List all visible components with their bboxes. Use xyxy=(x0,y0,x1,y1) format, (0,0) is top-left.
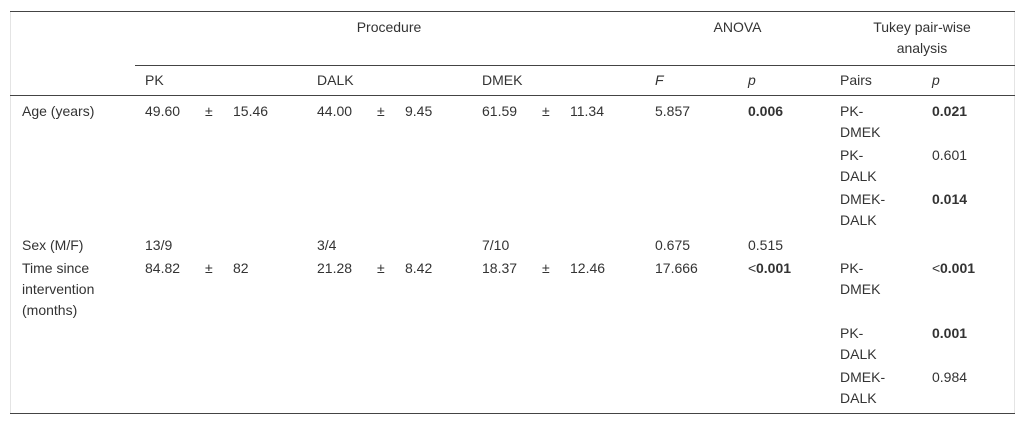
cell: 5.857 xyxy=(655,103,691,119)
column-header: F xyxy=(655,72,664,88)
pair: DMEK-DALK xyxy=(840,191,886,228)
p-value: 0.021 xyxy=(932,103,968,119)
column-header: Pairs xyxy=(840,72,872,88)
p-prefix: < xyxy=(932,260,941,276)
group-header: ANOVA xyxy=(713,19,762,35)
cell: 82 xyxy=(233,260,249,276)
cell: ± xyxy=(377,103,385,119)
cell: ± xyxy=(542,103,550,119)
group-header: Procedure xyxy=(356,19,422,35)
cell: ± xyxy=(542,260,550,276)
rule xyxy=(10,95,1015,96)
pair: PK-DALK xyxy=(840,147,877,184)
pair: PK-DMEK xyxy=(840,103,881,140)
column-header: DALK xyxy=(317,72,354,88)
p-prefix: < xyxy=(748,260,757,276)
group-header: Tukey pair-wise analysis xyxy=(873,19,971,56)
rule xyxy=(10,11,1015,12)
table-frame xyxy=(10,11,1015,413)
p-value: 0.006 xyxy=(748,103,784,119)
cell: 21.28 xyxy=(317,260,353,276)
cell: ± xyxy=(377,260,385,276)
rule xyxy=(10,413,1015,414)
pair: DMEK-DALK xyxy=(840,369,886,406)
p-value: 0.984 xyxy=(932,369,968,385)
cell: 8.42 xyxy=(405,260,433,276)
p-value: 0.014 xyxy=(932,191,968,207)
cell: 15.46 xyxy=(233,103,269,119)
cell: 61.59 xyxy=(482,103,518,119)
cell: 84.82 xyxy=(145,260,181,276)
row-label: Time since intervention (months) xyxy=(22,260,95,318)
cell: 11.34 xyxy=(570,103,604,119)
row-label: Age (years) xyxy=(22,103,95,119)
cell: ± xyxy=(205,103,213,119)
cell: 17.666 xyxy=(655,260,698,276)
cell: 7/10 xyxy=(482,237,510,253)
column-header: p xyxy=(748,72,756,88)
p-value: 0.515 xyxy=(748,237,784,253)
cell: 44.00 xyxy=(317,103,353,119)
cell: 0.675 xyxy=(655,237,691,253)
cell: ± xyxy=(205,260,213,276)
p-value: 0.601 xyxy=(932,147,968,163)
cell: 12.46 xyxy=(570,260,606,276)
column-header: DMEK xyxy=(482,72,523,88)
column-header: PK xyxy=(145,72,164,88)
cell: 13/9 xyxy=(145,237,173,253)
cell: 49.60 xyxy=(145,103,181,119)
cell: 3/4 xyxy=(317,237,337,253)
column-header: p xyxy=(932,72,940,88)
rule xyxy=(135,65,1015,66)
p-value: 0.001 xyxy=(940,260,976,276)
pair: PK-DMEK xyxy=(840,260,881,297)
p-value: 0.001 xyxy=(756,260,792,276)
row-label: Sex (M/F) xyxy=(22,237,84,253)
p-value: 0.001 xyxy=(932,325,968,341)
pair: PK-DALK xyxy=(840,325,877,362)
cell: 9.45 xyxy=(405,103,433,119)
cell: 18.37 xyxy=(482,260,518,276)
